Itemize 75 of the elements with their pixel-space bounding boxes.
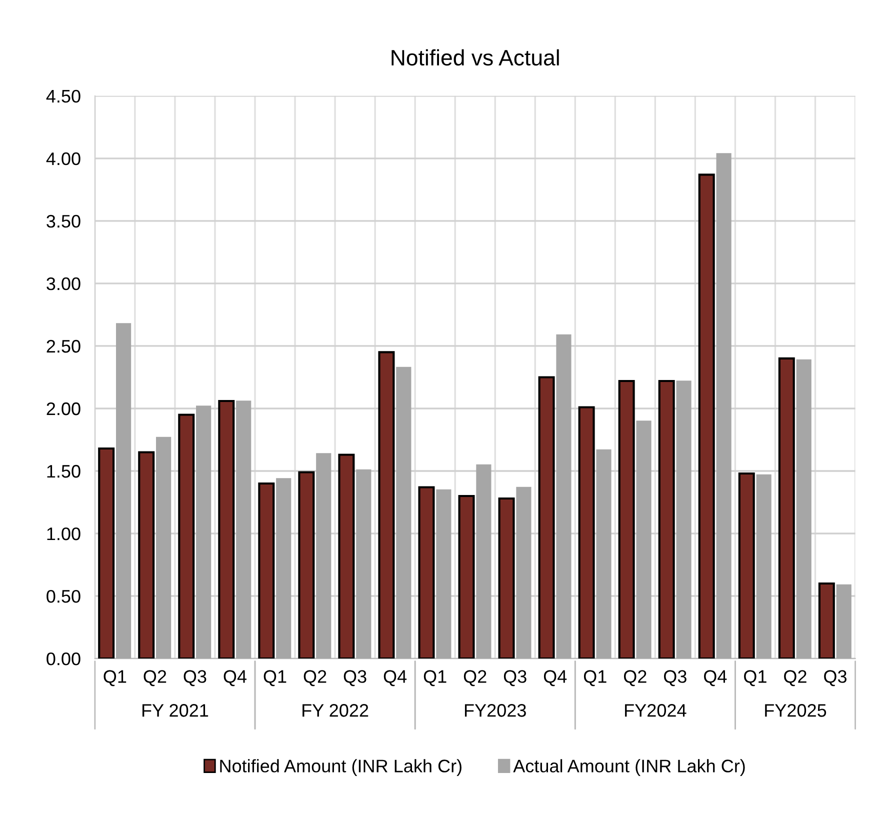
bar (716, 153, 732, 659)
y-tick-label: 3.00 (46, 277, 80, 290)
bar (796, 359, 812, 659)
bar (516, 486, 532, 659)
chart-title: Notified vs Actual (392, 49, 559, 66)
bar (818, 582, 835, 659)
x-tick-label: Q4 (544, 670, 567, 686)
bar (738, 472, 755, 659)
text: FY2024 (625, 704, 686, 717)
x-tick-label: Q3 (504, 670, 526, 686)
x-tick-label: Q4 (704, 670, 727, 686)
x-tick-label: Q4 (224, 670, 247, 686)
y-tick-label: 0.00 (46, 652, 80, 666)
bar (636, 420, 652, 659)
bar (236, 400, 252, 659)
bar (498, 497, 515, 659)
bar (138, 451, 155, 659)
bar (178, 414, 195, 659)
x-tick-label: Q1 (584, 670, 606, 686)
x-tick-label: Q2 (784, 670, 806, 686)
y-tick-label: 2.00 (46, 402, 80, 416)
text: FY 2021 (142, 704, 208, 717)
bar (378, 351, 395, 659)
y-tick-label: 3.50 (46, 214, 80, 228)
bar (218, 400, 235, 659)
bar (698, 174, 715, 659)
bar (258, 482, 275, 659)
bar (578, 406, 595, 659)
bar (418, 486, 435, 659)
x-tick-label: Q1 (424, 670, 446, 686)
bar (436, 489, 452, 659)
bar (156, 436, 172, 659)
x-tick-label: Q2 (144, 670, 166, 686)
bar (756, 474, 772, 659)
bar (458, 494, 475, 659)
y-tick-label: 1.00 (47, 527, 80, 540)
legend-label: Notified Amount (INR Lakh Cr) (220, 759, 462, 776)
text: FY2023 (464, 704, 526, 717)
bar (98, 447, 115, 659)
text: FY 2022 (302, 704, 368, 717)
x-tick-label: Q3 (184, 670, 206, 686)
bar (676, 380, 692, 659)
x-tick-label: Q3 (824, 670, 847, 686)
x-tick-label: Q1 (744, 670, 766, 686)
y-tick-label: 1.50 (47, 464, 80, 478)
bar (196, 406, 212, 659)
bar (298, 471, 315, 659)
x-tick-label: Q3 (664, 670, 686, 686)
bar (356, 469, 372, 659)
text: FY2025 (765, 704, 826, 717)
x-tick-label: Q1 (104, 670, 126, 686)
x-tick-label: Q4 (384, 670, 407, 686)
bar (338, 454, 355, 659)
x-tick-label: Q3 (344, 670, 366, 686)
y-tick-label: 4.50 (46, 90, 80, 103)
bar (596, 449, 612, 659)
x-tick-label: Q2 (304, 670, 326, 686)
x-tick-label: Q2 (464, 670, 486, 686)
legend-label: Actual Amount (INR Lakh Cr) (513, 759, 745, 776)
x-tick-label: Q1 (264, 670, 286, 686)
bar (396, 366, 412, 659)
y-tick-label: 0.50 (46, 590, 80, 603)
bar (836, 584, 852, 659)
bar (538, 376, 555, 659)
y-tick-label: 2.50 (46, 340, 80, 353)
bar (276, 478, 292, 659)
bar (116, 323, 132, 659)
x-tick-label: Q2 (624, 670, 646, 686)
bar (778, 357, 795, 659)
bar (618, 380, 635, 659)
y-tick-label: 4.00 (46, 152, 80, 166)
bar (556, 334, 572, 659)
bar (316, 453, 332, 659)
bar (658, 380, 675, 659)
bar (476, 464, 492, 659)
